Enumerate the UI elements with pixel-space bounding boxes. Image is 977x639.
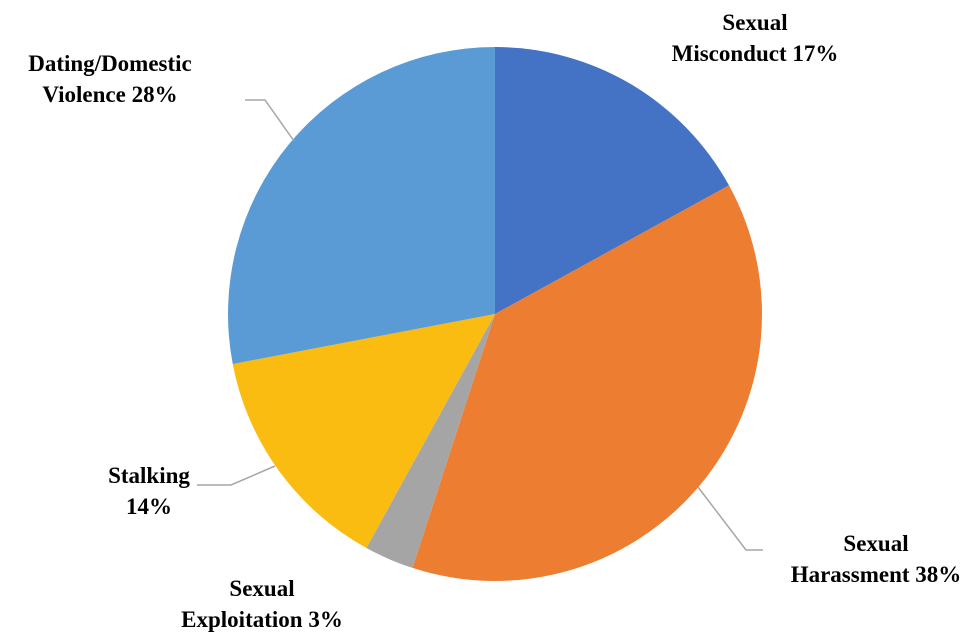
pie-slice-3 bbox=[232, 314, 496, 548]
slice-label-line: 14% bbox=[126, 494, 172, 519]
slice-label-3: Stalking 14% bbox=[108, 463, 190, 519]
leader-lines bbox=[197, 99, 763, 551]
slice-label-4: Dating/Domestic Violence 28% bbox=[28, 51, 192, 107]
slice-label-line: Dating/Domestic bbox=[28, 51, 192, 76]
slice-label-line: Exploitation 3% bbox=[181, 607, 343, 632]
pie-slice-2 bbox=[366, 314, 495, 568]
slice-label-0: Sexual Misconduct 17% bbox=[672, 10, 839, 66]
slice-label-2: Sexual Exploitation 3% bbox=[181, 576, 343, 632]
slice-label-line: Misconduct 17% bbox=[672, 41, 839, 66]
leader-line-1 bbox=[697, 486, 763, 551]
slice-label-1: Sexual Harassment 38% bbox=[791, 531, 962, 587]
slice-label-line: Sexual bbox=[843, 531, 908, 556]
pie-slices bbox=[228, 47, 762, 581]
slice-label-line: Sexual bbox=[229, 576, 294, 601]
leader-line-3 bbox=[197, 465, 276, 486]
pie-slice-1 bbox=[412, 185, 762, 581]
slice-label-line: Violence 28% bbox=[42, 82, 177, 107]
slice-label-line: Sexual bbox=[722, 10, 787, 35]
slice-label-line: Harassment 38% bbox=[791, 562, 962, 587]
pie-slice-4 bbox=[228, 47, 495, 365]
leader-line-4 bbox=[245, 99, 295, 142]
slice-label-line: Stalking bbox=[108, 463, 190, 488]
pie-slice-0 bbox=[495, 47, 729, 314]
slice-labels: Sexual Misconduct 17% Sexual Harassment 38%… bbox=[28, 10, 961, 632]
